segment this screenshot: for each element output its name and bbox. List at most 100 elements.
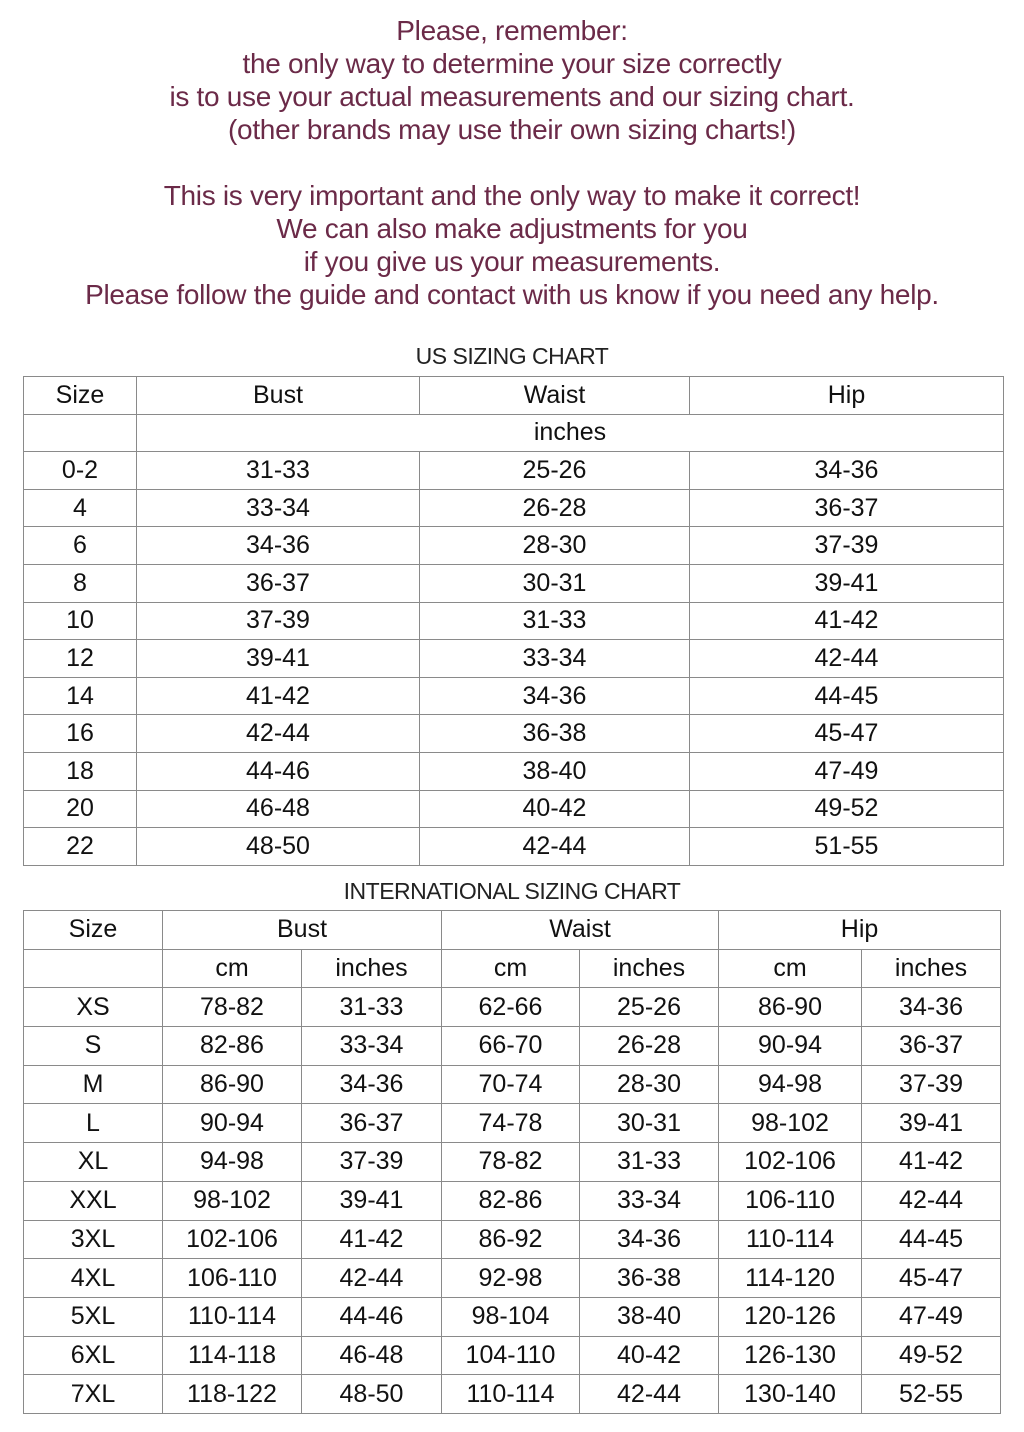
measurement-cell: 126-130 [718,1335,863,1376]
measurement-cell: 94-98 [162,1142,302,1182]
table-row: M 86-90 34-36 70-74 28-30 94-98 37-39 [23,1064,1002,1105]
size-cell: L [23,1103,163,1144]
notice-line: if you give us your measurements. [303,246,721,277]
size-cell: M [23,1064,163,1105]
size-cell: 0-2 [23,451,137,490]
size-cell: 4 [23,488,137,528]
size-cell: 10 [23,601,137,641]
measurement-cell: 37-39 [689,526,1004,565]
measurement-cell: 42-44 [689,639,1004,678]
measurement-cell: 26-28 [419,488,690,528]
measurement-cell: 92-98 [441,1258,580,1298]
measurement-cell: 86-92 [441,1219,580,1260]
measurement-cell: 41-42 [689,601,1004,641]
measurement-cell: 102-106 [718,1142,863,1182]
measurement-cell: 44-46 [136,751,420,791]
measurement-cell: 46-48 [136,789,420,829]
measurement-cell: 94-98 [718,1064,863,1105]
measurement-cell: 39-41 [689,563,1004,603]
size-cell: 16 [23,714,137,753]
measurement-cell: 90-94 [162,1103,302,1144]
measurement-cell: 25-26 [419,451,690,490]
measurement-cell: 41-42 [136,676,420,716]
measurement-cell: 130-140 [718,1374,863,1414]
unit-label: inches [578,948,720,989]
measurement-cell: 102-106 [162,1219,302,1260]
measurement-cell: 47-49 [861,1296,1002,1337]
measurement-cell: 40-42 [578,1335,720,1376]
us-chart-title: US SIZING CHART [415,343,609,369]
measurement-cell: 26-28 [578,1026,720,1066]
header-row: Size Bust Waist Hip [23,376,1004,415]
measurement-cell: 34-36 [689,451,1004,490]
measurement-cell: 34-36 [301,1064,442,1105]
table-row: 16 42-44 36-38 45-47 [23,714,1004,753]
notice-line: This is very important and the only way … [163,180,861,211]
measurement-cell: 106-110 [162,1258,302,1298]
measurement-cell: 39-41 [136,639,420,678]
measurement-cell: 28-30 [419,526,690,565]
measurement-cell: 90-94 [718,1026,863,1066]
measurement-cell: 34-36 [578,1219,720,1260]
measurement-cell: 49-52 [689,789,1004,829]
measurement-cell: 48-50 [136,827,420,866]
column-header: Bust [136,376,420,415]
measurement-cell: 31-33 [578,1142,720,1182]
column-header: Size [23,376,137,415]
measurement-cell: 37-39 [301,1142,442,1182]
measurement-cell: 36-37 [301,1103,442,1144]
measurement-cell: 36-38 [419,714,690,753]
table-row: 18 44-46 38-40 47-49 [23,751,1004,791]
measurement-cell: 33-34 [136,488,420,528]
intl-chart-title: INTERNATIONAL SIZING CHART [343,878,681,904]
measurement-cell: 110-114 [441,1374,580,1414]
measurement-cell: 36-37 [861,1026,1002,1066]
table-row: 4 33-34 26-28 36-37 [23,488,1004,528]
measurement-cell: 82-86 [162,1026,302,1066]
table-row: 14 41-42 34-36 44-45 [23,676,1004,716]
notice-line: We can also make adjustments for you [276,213,748,244]
measurement-cell: 40-42 [419,789,690,829]
table-row: 22 48-50 42-44 51-55 [23,827,1004,866]
measurement-cell: 104-110 [441,1335,580,1376]
measurement-cell: 33-34 [419,639,690,678]
measurement-cell: 114-118 [162,1335,302,1376]
sizing-notice: Please, remember: the only way to determi… [0,14,1024,311]
measurement-cell: 31-33 [301,987,442,1028]
column-header: Hip [718,910,1002,950]
measurement-cell: 120-126 [718,1296,863,1337]
size-cell: 5XL [23,1296,163,1337]
measurement-cell: 49-52 [861,1335,1002,1376]
measurement-cell: 47-49 [689,751,1004,791]
measurement-cell: 82-86 [441,1180,580,1221]
measurement-cell: 86-90 [162,1064,302,1105]
measurement-cell: 74-78 [441,1103,580,1144]
size-cell: S [23,1026,163,1066]
notice-line: the only way to determine your size corr… [242,48,782,79]
measurement-cell: 70-74 [441,1064,580,1105]
measurement-cell: 39-41 [301,1180,442,1221]
size-cell: 20 [23,789,137,829]
size-cell: 6 [23,526,137,565]
size-cell: 14 [23,676,137,716]
measurement-cell: 78-82 [441,1142,580,1182]
measurement-cell: 44-46 [301,1296,442,1337]
measurement-cell: 34-36 [861,987,1002,1028]
size-cell: 12 [23,639,137,678]
measurement-cell: 48-50 [301,1374,442,1414]
measurement-cell: 28-30 [578,1064,720,1105]
measurement-cell: 42-44 [419,827,690,866]
notice-line: Please follow the guide and contact with… [85,279,939,310]
measurement-cell: 44-45 [861,1219,1002,1260]
size-cell: 3XL [23,1219,163,1260]
table-row: 12 39-41 33-34 42-44 [23,639,1004,678]
table-row: S 82-86 33-34 66-70 26-28 90-94 36-37 [23,1026,1002,1066]
us-sizing-table: Size Bust Waist Hip inches 0-2 31-33 25-26 34-36… [23,376,1004,866]
table-row: XXL 98-102 39-41 82-86 33-34 106-110 42-44 [23,1180,1002,1221]
measurement-cell: 42-44 [578,1374,720,1414]
measurement-cell: 78-82 [162,987,302,1028]
measurement-cell: 110-114 [162,1296,302,1337]
measurement-cell: 34-36 [136,526,420,565]
column-header: Waist [419,376,690,415]
measurement-cell: 33-34 [301,1026,442,1066]
